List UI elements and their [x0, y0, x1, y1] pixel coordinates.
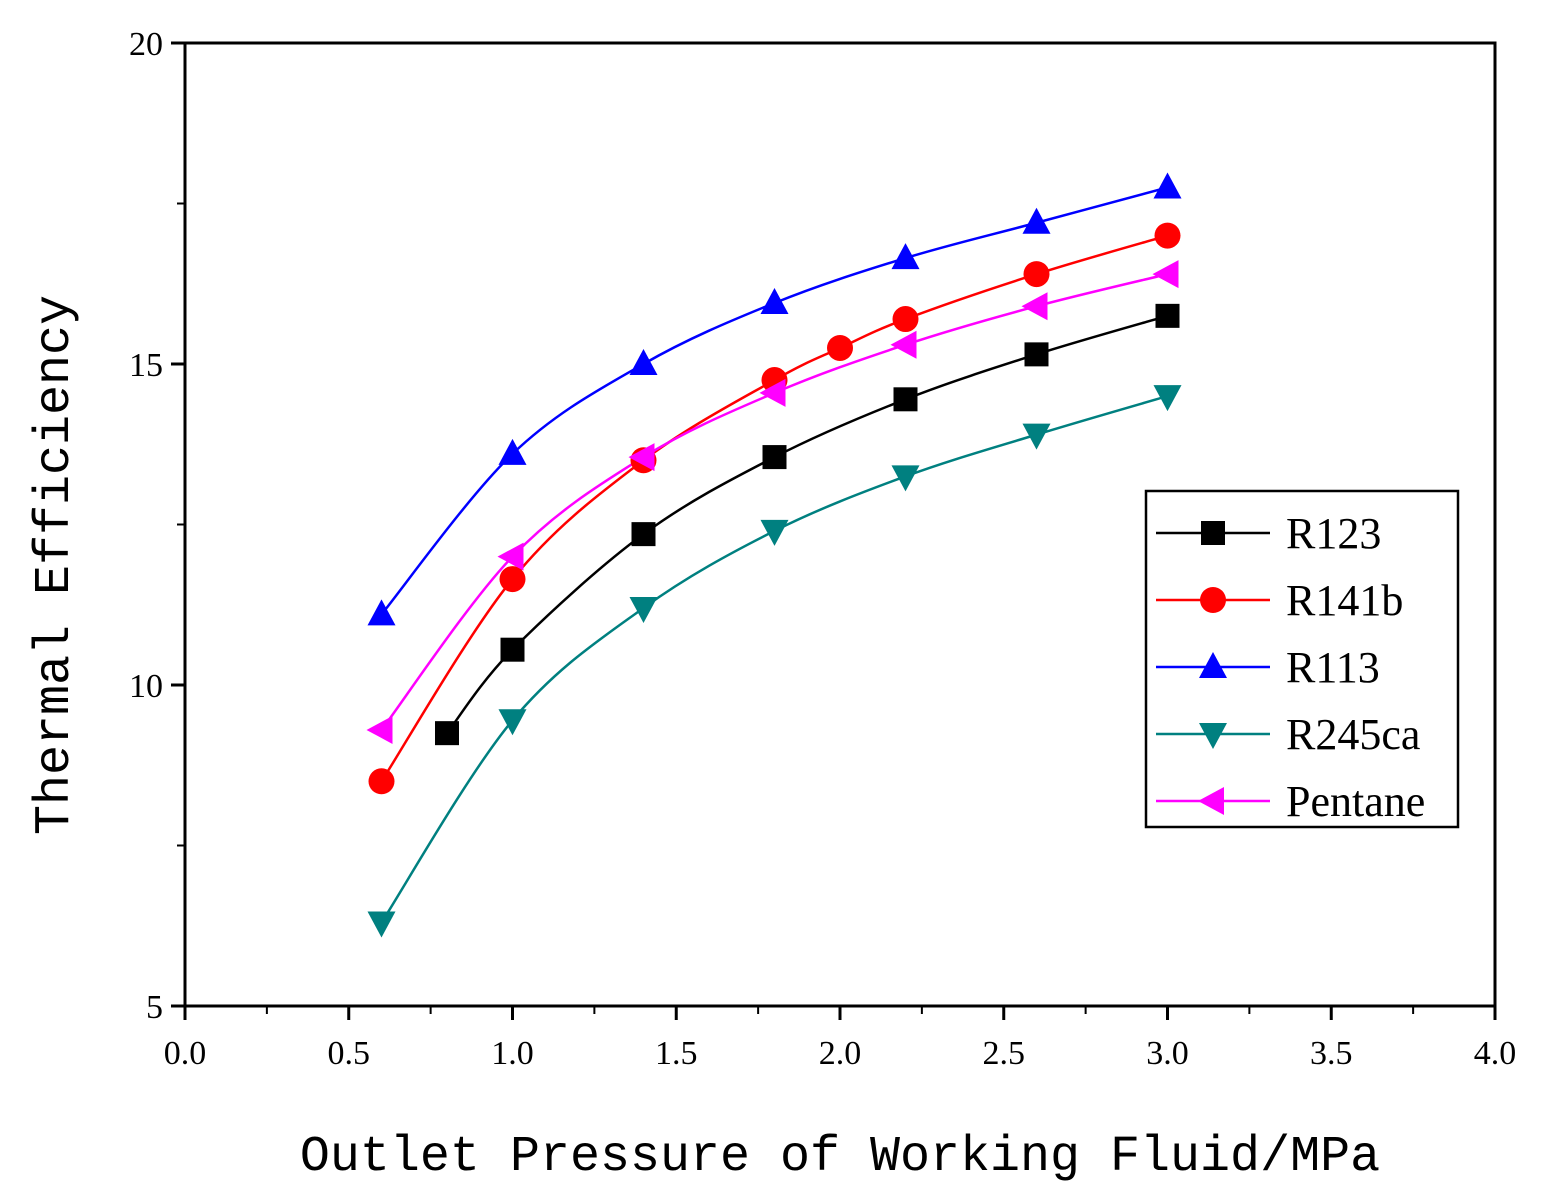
y-tick-label: 20	[129, 26, 163, 63]
data-point-r245ca	[891, 465, 920, 492]
legend-marker-r245ca	[1199, 723, 1227, 749]
data-point-pentane	[1021, 292, 1048, 321]
data-point-r123	[631, 522, 656, 547]
data-point-r245ca	[1153, 385, 1182, 412]
legend-label-pentane: Pentane	[1286, 777, 1425, 826]
x-axis-title: Outlet Pressure of Working Fluid/MPa	[300, 1129, 1380, 1186]
data-point-pentane	[890, 330, 917, 359]
data-point-r141b	[1154, 222, 1181, 249]
data-point-r113	[760, 288, 789, 315]
data-point-pentane	[366, 715, 393, 744]
data-point-r123	[893, 387, 918, 412]
data-point-r113	[498, 438, 527, 465]
axis-ticks	[171, 41, 1497, 1020]
x-tick-label: 1.5	[655, 1035, 698, 1072]
data-point-r141b	[368, 768, 395, 795]
data-point-pentane	[497, 542, 524, 571]
data-point-r245ca	[760, 519, 789, 546]
data-point-r123	[500, 637, 525, 662]
y-axis-title: Thermal Efficiency	[27, 295, 84, 835]
data-point-pentane	[759, 378, 786, 407]
legend-box	[1144, 489, 1460, 829]
x-tick-label: 4.0	[1474, 1035, 1517, 1072]
x-tick-label: 1.0	[491, 1035, 534, 1072]
data-point-r245ca	[367, 911, 396, 938]
data-point-r245ca	[498, 709, 527, 736]
data-point-r123	[1155, 303, 1180, 328]
x-tick-label: 2.0	[819, 1035, 862, 1072]
legend: R123 R141b R113 R245ca Pentane	[1144, 489, 1460, 829]
data-point-r141b	[499, 566, 526, 593]
data-point-r123	[762, 445, 787, 470]
data-point-r123	[1024, 342, 1049, 367]
legend-marker-r123	[1201, 521, 1225, 545]
legend-marker-r141b	[1200, 587, 1226, 613]
series-line-r245ca	[380, 394, 1168, 924]
data-point-r141b	[827, 334, 853, 361]
y-tick-label: 10	[129, 668, 163, 705]
data-point-r113	[1153, 172, 1182, 199]
data-point-pentane	[628, 443, 655, 472]
x-tick-label: 3.0	[1146, 1035, 1189, 1072]
data-point-r141b	[892, 306, 919, 333]
x-tick-label: 3.5	[1310, 1035, 1353, 1072]
data-point-pentane	[1152, 260, 1179, 289]
legend-label-r113: R113	[1286, 643, 1380, 692]
legend-label-r245ca: R245ca	[1286, 710, 1420, 759]
data-point-r245ca	[1022, 423, 1051, 450]
legend-marker-r113	[1199, 652, 1227, 678]
legend-marker-pentane	[1198, 787, 1224, 815]
data-point-r245ca	[629, 596, 658, 623]
y-tick-label: 5	[146, 989, 163, 1026]
series-line-pentane	[380, 272, 1168, 731]
data-point-r113	[891, 243, 920, 270]
tick-labels: 0.0 0.5 1.0 1.5 2.0 2.5 3.0 3.5 4.0 5 10 15 20	[129, 26, 1516, 1072]
data-point-r113	[629, 349, 658, 375]
data-point-r113	[367, 599, 396, 626]
data-point-r141b	[1023, 261, 1050, 288]
x-tick-label: 0.0	[164, 1035, 207, 1072]
series-markers	[366, 172, 1182, 938]
x-tick-label: 0.5	[328, 1035, 371, 1072]
legend-label-r123: R123	[1286, 509, 1381, 558]
x-tick-label: 2.5	[983, 1035, 1026, 1072]
y-tick-label: 15	[129, 347, 163, 384]
data-point-r123	[435, 721, 459, 746]
data-point-r113	[1022, 207, 1051, 234]
legend-label-r141b: R141b	[1286, 576, 1403, 625]
series-line-r141b	[380, 234, 1168, 782]
